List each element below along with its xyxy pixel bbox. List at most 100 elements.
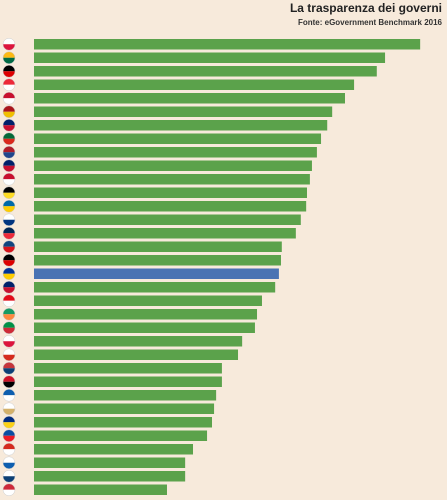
flag xyxy=(3,341,15,348)
flag xyxy=(3,462,15,469)
bar xyxy=(34,106,333,117)
flag-outline xyxy=(2,213,16,226)
bar xyxy=(34,417,213,428)
flag xyxy=(3,246,15,253)
bar xyxy=(34,376,222,387)
flag xyxy=(3,489,15,496)
flag xyxy=(3,429,15,436)
flag-outline xyxy=(2,200,16,213)
flag-outline xyxy=(2,416,16,429)
flag-outline xyxy=(2,456,16,469)
flag xyxy=(3,294,15,301)
flag xyxy=(3,395,15,402)
flag-outline xyxy=(2,159,16,172)
flag xyxy=(3,200,15,207)
bar xyxy=(34,93,345,104)
flag-outline xyxy=(2,267,16,280)
flag xyxy=(3,146,15,153)
flag xyxy=(3,125,15,132)
flag-outline xyxy=(2,294,16,307)
bar xyxy=(34,457,186,468)
flag-outline xyxy=(2,402,16,415)
flag xyxy=(3,233,15,240)
flag xyxy=(3,381,15,388)
bar xyxy=(34,133,322,144)
bar xyxy=(34,79,355,90)
flag-outline xyxy=(2,362,16,375)
flag xyxy=(3,213,15,220)
flag-outline xyxy=(2,335,16,348)
flag xyxy=(3,287,15,294)
bar xyxy=(34,322,255,333)
flag xyxy=(3,449,15,456)
flag xyxy=(3,173,15,180)
flag-outline xyxy=(2,78,16,91)
flag-outline xyxy=(2,240,16,253)
flag-outline xyxy=(2,92,16,105)
bar xyxy=(34,295,262,306)
flag xyxy=(3,51,15,58)
bar xyxy=(34,268,279,279)
bar xyxy=(34,444,194,455)
flag xyxy=(3,389,15,396)
flag xyxy=(3,362,15,369)
bar xyxy=(34,484,167,495)
flag-outline xyxy=(2,173,16,186)
bar xyxy=(34,52,386,63)
flag-outline xyxy=(2,65,16,78)
flag xyxy=(3,78,15,85)
flag xyxy=(3,38,15,45)
flag-outline xyxy=(2,105,16,118)
bar xyxy=(34,174,310,185)
flag-outline xyxy=(2,429,16,442)
flag xyxy=(3,375,15,382)
bar xyxy=(34,349,239,360)
bar xyxy=(34,201,307,212)
flag xyxy=(3,186,15,193)
flag xyxy=(3,368,15,375)
bar xyxy=(34,471,186,482)
bar xyxy=(34,336,243,347)
flag xyxy=(3,84,15,91)
flag xyxy=(3,443,15,450)
flag xyxy=(3,152,15,159)
flag xyxy=(3,348,15,355)
flag-outline xyxy=(2,470,16,483)
flag-outline xyxy=(2,281,16,294)
bar xyxy=(34,39,421,50)
flag xyxy=(3,71,15,78)
flag-outline xyxy=(2,227,16,240)
flag-outline xyxy=(2,186,16,199)
bar xyxy=(34,403,215,414)
flag xyxy=(3,132,15,139)
bar xyxy=(34,390,217,401)
flag xyxy=(3,456,15,463)
flag xyxy=(3,219,15,226)
flag xyxy=(3,416,15,423)
flag-outline xyxy=(2,38,16,51)
flag xyxy=(3,227,15,234)
bar xyxy=(34,309,258,320)
flag xyxy=(3,65,15,72)
flag xyxy=(3,260,15,267)
flag xyxy=(3,192,15,199)
flag-outline xyxy=(2,375,16,388)
flag-outline xyxy=(2,321,16,334)
flag-outline xyxy=(2,308,16,321)
flag xyxy=(3,476,15,483)
flag xyxy=(3,165,15,172)
flag xyxy=(3,138,15,145)
flag xyxy=(3,254,15,261)
bar xyxy=(34,147,317,158)
flag-outline xyxy=(2,443,16,456)
chart-title: La trasparenza dei governi xyxy=(290,1,442,15)
flag xyxy=(3,354,15,361)
flag xyxy=(3,206,15,213)
flag xyxy=(3,98,15,105)
bar xyxy=(34,241,282,252)
flag xyxy=(3,267,15,274)
flag xyxy=(3,119,15,126)
flag xyxy=(3,179,15,186)
flag xyxy=(3,335,15,342)
